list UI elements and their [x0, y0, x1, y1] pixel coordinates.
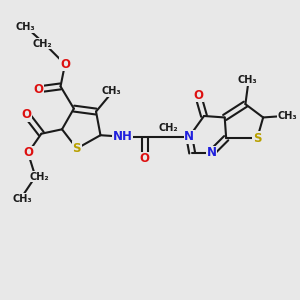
- Text: CH₃: CH₃: [101, 86, 121, 96]
- Text: O: O: [22, 108, 32, 121]
- Text: N: N: [184, 130, 194, 143]
- Text: O: O: [60, 58, 70, 71]
- Text: CH₃: CH₃: [278, 111, 297, 121]
- Text: S: S: [253, 132, 262, 145]
- Text: O: O: [140, 152, 150, 165]
- Text: CH₂: CH₂: [33, 38, 52, 49]
- Text: O: O: [23, 146, 33, 160]
- Text: NH: NH: [113, 130, 133, 143]
- Text: CH₃: CH₃: [237, 76, 257, 85]
- Text: CH₂: CH₂: [29, 172, 49, 182]
- Text: CH₂: CH₂: [159, 123, 178, 134]
- Text: CH₃: CH₃: [15, 22, 35, 32]
- Text: CH₃: CH₃: [12, 194, 32, 204]
- Text: S: S: [73, 142, 81, 155]
- Text: O: O: [193, 89, 203, 102]
- Text: O: O: [33, 83, 43, 96]
- Text: N: N: [206, 146, 216, 160]
